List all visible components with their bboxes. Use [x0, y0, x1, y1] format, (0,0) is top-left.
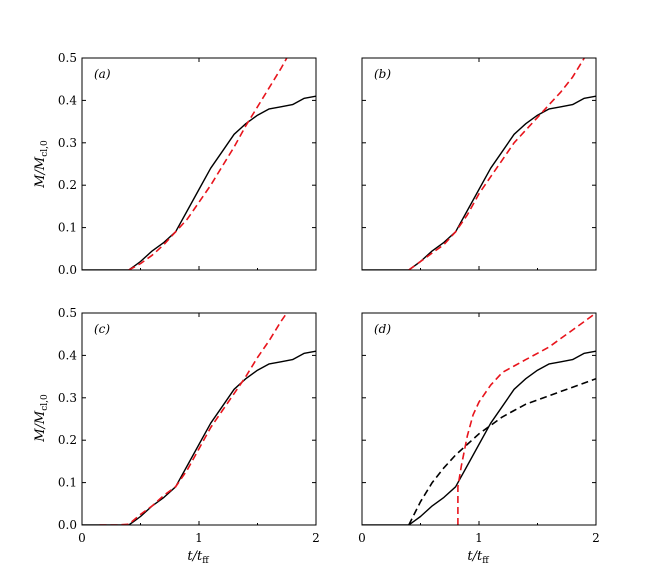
panel-1: 0.0 0.1 0.2 0.3 0.4 0.5 (a)	[58, 51, 317, 277]
ytick-label: 0.4	[58, 93, 77, 107]
xtick-label: 0	[78, 531, 86, 545]
ytick-label: 0.2	[58, 178, 77, 192]
ytick-label: 0.3	[58, 391, 77, 405]
panel-label: (a)	[94, 67, 111, 81]
ytick-label: 0.1	[58, 476, 77, 490]
series-simulation	[362, 350, 596, 525]
panel-label: (c)	[94, 322, 110, 336]
panel-label: (d)	[374, 322, 391, 336]
panel-4: 0 1 2 (d)	[358, 312, 600, 545]
xtick-label: 1	[475, 531, 483, 545]
ylabel-top: M/Mcl,0	[33, 140, 50, 189]
ytick-label: 0.3	[58, 136, 77, 150]
axes-frame	[361, 57, 597, 271]
panel-label: (b)	[374, 67, 391, 81]
xtick-label: 1	[195, 531, 203, 545]
xlabel-left: t/tff	[187, 549, 209, 566]
xtick-label: 2	[312, 531, 320, 545]
ytick-label: 0.0	[58, 263, 77, 277]
xtick-label: 0	[358, 531, 366, 545]
panel-3: 0 1 2 0.0 0.1 0.2 0.3 0.4 0.5 (c)	[58, 306, 320, 545]
ytick-label: 0.2	[58, 433, 77, 447]
svg-text:M/Mcl,0: M/Mcl,0	[33, 394, 50, 443]
series-model	[408, 58, 585, 270]
series-model	[99, 313, 288, 525]
ytick-label: 0.1	[58, 221, 77, 235]
series-model-black	[408, 377, 596, 525]
ytick-label: 0.0	[58, 518, 77, 532]
panel-2: (b)	[361, 57, 597, 271]
xtick-label: 2	[592, 531, 600, 545]
ylabel-bottom: M/Mcl,0	[33, 394, 50, 443]
ytick-label: 0.4	[58, 348, 77, 362]
xlabel-right: t/tff	[467, 549, 489, 566]
ytick-label: 0.5	[58, 306, 77, 320]
series-simulation	[362, 95, 596, 270]
axes-frame	[361, 312, 597, 526]
ytick-label: 0.5	[58, 51, 77, 65]
axes-frame	[81, 312, 317, 526]
axes-frame	[81, 57, 317, 271]
series-simulation	[82, 95, 316, 270]
series-model-red	[457, 313, 596, 525]
series-model	[128, 58, 288, 270]
series-simulation	[82, 350, 316, 525]
svg-text:M/Mcl,0: M/Mcl,0	[33, 140, 50, 189]
